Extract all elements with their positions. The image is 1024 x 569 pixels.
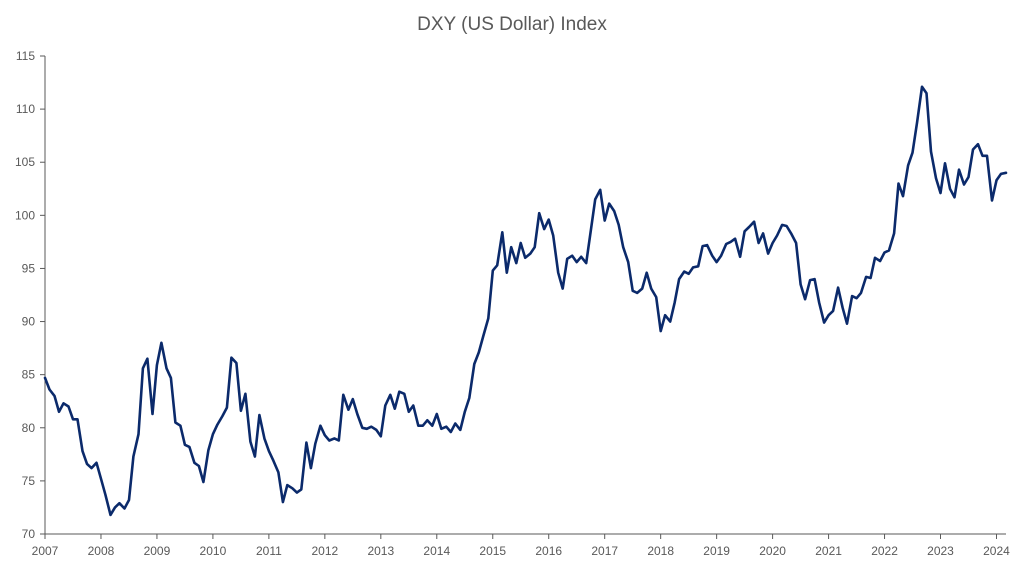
x-tick-label: 2017 (591, 544, 618, 558)
x-tick-label: 2019 (703, 544, 730, 558)
y-tick-label: 80 (22, 421, 36, 435)
y-tick-label: 70 (22, 527, 36, 541)
y-ticks: 70 75 80 85 90 95 100 105 110 115 (15, 49, 45, 541)
x-tick-label: 2013 (367, 544, 394, 558)
x-tick-label: 2016 (535, 544, 562, 558)
y-tick-label: 100 (15, 208, 35, 222)
x-tick-label: 2014 (423, 544, 450, 558)
x-tick-label: 2007 (32, 544, 59, 558)
y-tick-label: 90 (22, 315, 36, 329)
x-tick-label: 2021 (815, 544, 842, 558)
x-tick-label: 2012 (311, 544, 338, 558)
axes (44, 56, 1006, 535)
y-tick-label: 85 (22, 368, 36, 382)
y-tick-label: 115 (16, 49, 35, 63)
x-tick-label: 2020 (759, 544, 786, 558)
x-tick-label: 2023 (927, 544, 954, 558)
y-tick-label: 75 (22, 474, 36, 488)
x-tick-label: 2024 (983, 544, 1010, 558)
x-tick-label: 2011 (256, 544, 282, 558)
x-tick-label: 2008 (88, 544, 115, 558)
x-tick-label: 2018 (647, 544, 674, 558)
y-tick-label: 105 (15, 155, 35, 169)
x-tick-label: 2015 (479, 544, 506, 558)
x-tick-label: 2010 (200, 544, 227, 558)
y-tick-label: 110 (16, 102, 35, 116)
x-tick-label: 2022 (871, 544, 898, 558)
chart-title: DXY (US Dollar) Index (417, 14, 607, 35)
x-tick-label: 2009 (144, 544, 171, 558)
series-lines (43, 85, 1008, 517)
x-ticks: 2007 2008 2009 2010 2011 2012 2013 2014 2015 2016… (32, 534, 1010, 558)
y-tick-label: 95 (22, 261, 36, 275)
series-line-0 (43, 85, 1008, 517)
